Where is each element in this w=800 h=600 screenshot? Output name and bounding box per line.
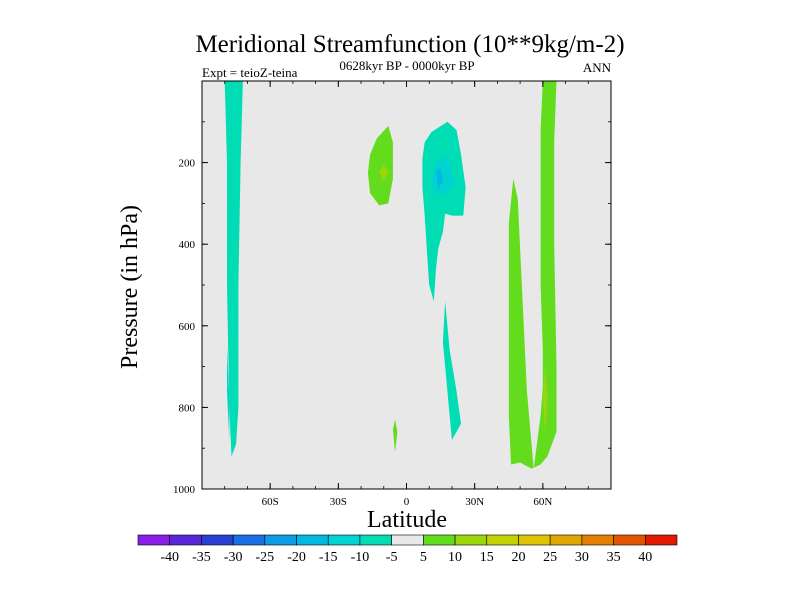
contour-tropical-lower-negative-cell [442, 301, 461, 440]
y-tick-label: 600 [179, 321, 196, 333]
colorbar-label: -5 [386, 550, 398, 565]
y-axis-ticks: 200 400 600 800 1000 [173, 121, 611, 496]
colorbar-swatch [454, 534, 488, 546]
y-axis-label: Pressure (in hPa) [117, 205, 143, 369]
colorbar-label: 5 [420, 550, 427, 565]
colorbar-swatch [327, 534, 361, 546]
x-tick-label: 30S [330, 496, 347, 508]
colorbar-swatch [391, 534, 424, 546]
chart-subtitle: 0628kyr BP - 0000kyr BP [339, 58, 474, 73]
contour-equatorial-negative-cell [422, 121, 466, 302]
colorbar-swatch [296, 534, 329, 546]
colorbar-label: -10 [351, 550, 370, 565]
colorbar-label: 30 [575, 550, 589, 565]
y-tick-label: 400 [179, 239, 196, 251]
colorbar-swatch [423, 534, 456, 546]
colorbar-label: -40 [160, 550, 179, 565]
contour-equatorial-negative-core [431, 156, 455, 196]
colorbar-label: -35 [192, 550, 211, 565]
contour-southern-polar-negative-core [227, 346, 230, 440]
x-tick-label: 60S [262, 496, 279, 508]
contour-equatorial-negative-center [436, 168, 443, 190]
colorbar-label: -25 [255, 550, 274, 565]
x-axis-label: Latitude [367, 507, 447, 533]
contour-southern-subtropics-positive-cell [367, 125, 393, 206]
colorbar-swatch [549, 534, 583, 546]
colorbar-label: -30 [224, 550, 243, 565]
colorbar-swatch [613, 534, 646, 546]
colorbar-swatch [518, 534, 551, 546]
colorbar-swatch [201, 534, 234, 546]
colorbar-label: 40 [638, 550, 652, 565]
x-axis-ticks: 60S 30S 0 30N 60N [224, 81, 589, 508]
colorbar-swatch [581, 534, 614, 546]
contour-southern-subtropics-positive-core [379, 164, 389, 181]
colorbar-label: 10 [448, 550, 462, 565]
colorbar-swatch [232, 534, 266, 546]
contour-regions [224, 81, 557, 469]
x-tick-label: 0 [404, 496, 410, 508]
chart-title: Meridional Streamfunction (10**9kg/m-2) [195, 31, 624, 58]
x-tick-label: 30N [465, 496, 484, 508]
contour-near-equator-small-positive [392, 419, 398, 453]
colorbar-swatch [486, 534, 519, 546]
colorbar-label: -15 [319, 550, 338, 565]
contour-southern-polar-negative-cell [224, 81, 243, 457]
colorbar-label: 35 [607, 550, 621, 565]
colorbar-swatch [264, 534, 297, 546]
colorbar-label: -20 [287, 550, 306, 565]
colorbar-swatch [359, 534, 392, 546]
colorbar-label: 15 [480, 550, 494, 565]
contour-northern-midlatitude-positive-cell [508, 81, 557, 469]
colorbar-label: 20 [511, 550, 525, 565]
colorbar-swatch [644, 534, 678, 546]
colorbar: -40 -35 -30 -25 -20 -15 -10 -5 5 10 15 20 25 30 35 40 [137, 534, 678, 565]
x-tick-label: 60N [533, 496, 552, 508]
season-annotation: ANN [583, 60, 612, 75]
y-tick-label: 800 [179, 402, 196, 414]
y-tick-label: 200 [179, 158, 196, 170]
colorbar-swatch [137, 534, 171, 546]
colorbar-label: 25 [543, 550, 557, 565]
experiment-annotation: Expt = teioZ-teina [202, 65, 298, 80]
colorbar-swatch [169, 534, 202, 546]
y-tick-label: 1000 [173, 484, 196, 496]
contour-northern-positive-core [542, 366, 548, 432]
